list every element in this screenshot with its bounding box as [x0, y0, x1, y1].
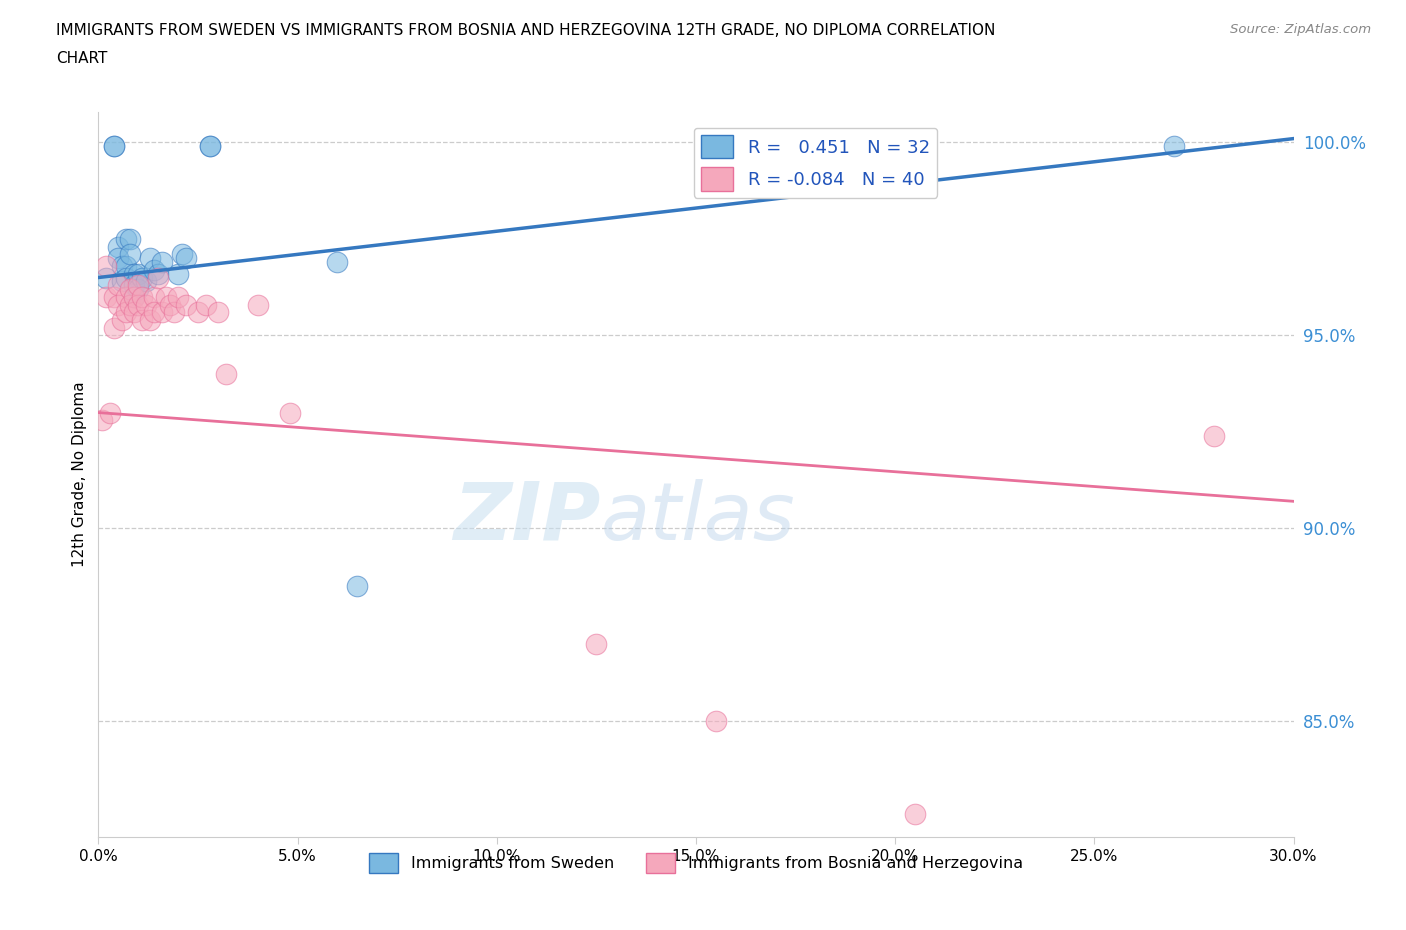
- Point: [143, 289, 166, 304]
- Point: [148, 266, 170, 281]
- Point: [115, 232, 138, 246]
- Point: [107, 297, 129, 312]
- Point: [733, 139, 755, 153]
- Point: [167, 289, 190, 304]
- Point: [198, 139, 221, 153]
- Point: [115, 305, 138, 320]
- Point: [131, 270, 153, 285]
- Text: Source: ZipAtlas.com: Source: ZipAtlas.com: [1230, 23, 1371, 36]
- Point: [124, 266, 146, 281]
- Point: [107, 251, 129, 266]
- Point: [143, 262, 166, 277]
- Point: [174, 251, 197, 266]
- Point: [124, 278, 146, 293]
- Point: [96, 259, 118, 273]
- Point: [585, 637, 607, 652]
- Point: [115, 289, 138, 304]
- Point: [127, 282, 149, 297]
- Point: [91, 413, 114, 428]
- Point: [148, 270, 170, 285]
- Point: [139, 251, 162, 266]
- Point: [135, 297, 157, 312]
- Point: [103, 320, 125, 335]
- Point: [96, 289, 118, 304]
- Point: [139, 312, 162, 327]
- Point: [96, 270, 118, 285]
- Point: [111, 274, 134, 289]
- Point: [111, 259, 134, 273]
- Point: [120, 282, 142, 297]
- Point: [326, 255, 349, 270]
- Point: [195, 297, 218, 312]
- Point: [150, 255, 173, 270]
- Point: [215, 366, 238, 381]
- Point: [246, 297, 269, 312]
- Point: [163, 305, 186, 320]
- Point: [127, 266, 149, 281]
- Point: [131, 289, 153, 304]
- Point: [172, 247, 194, 262]
- Point: [904, 806, 927, 821]
- Point: [120, 232, 142, 246]
- Point: [115, 259, 138, 273]
- Point: [143, 305, 166, 320]
- Point: [107, 278, 129, 293]
- Point: [120, 297, 142, 312]
- Point: [107, 239, 129, 254]
- Text: atlas: atlas: [600, 479, 796, 557]
- Point: [278, 405, 301, 420]
- Point: [103, 139, 125, 153]
- Point: [135, 274, 157, 289]
- Point: [124, 289, 146, 304]
- Point: [704, 714, 727, 729]
- Text: IMMIGRANTS FROM SWEDEN VS IMMIGRANTS FROM BOSNIA AND HERZEGOVINA 12TH GRADE, NO : IMMIGRANTS FROM SWEDEN VS IMMIGRANTS FRO…: [56, 23, 995, 38]
- Point: [127, 278, 149, 293]
- Point: [124, 289, 146, 304]
- Point: [187, 305, 209, 320]
- Point: [150, 305, 173, 320]
- Text: ZIP: ZIP: [453, 479, 600, 557]
- Point: [207, 305, 229, 320]
- Point: [103, 139, 125, 153]
- Point: [174, 297, 197, 312]
- Point: [103, 289, 125, 304]
- Point: [124, 305, 146, 320]
- Point: [1202, 429, 1225, 444]
- Point: [1163, 139, 1185, 153]
- Point: [159, 297, 181, 312]
- Point: [155, 289, 177, 304]
- Point: [167, 266, 190, 281]
- Point: [131, 312, 153, 327]
- Point: [111, 312, 134, 327]
- Y-axis label: 12th Grade, No Diploma: 12th Grade, No Diploma: [72, 381, 87, 567]
- Text: CHART: CHART: [56, 51, 108, 66]
- Point: [120, 247, 142, 262]
- Legend: Immigrants from Sweden, Immigrants from Bosnia and Herzegovina: Immigrants from Sweden, Immigrants from …: [363, 846, 1029, 880]
- Point: [198, 139, 221, 153]
- Point: [346, 578, 368, 593]
- Point: [115, 270, 138, 285]
- Point: [127, 297, 149, 312]
- Point: [98, 405, 122, 420]
